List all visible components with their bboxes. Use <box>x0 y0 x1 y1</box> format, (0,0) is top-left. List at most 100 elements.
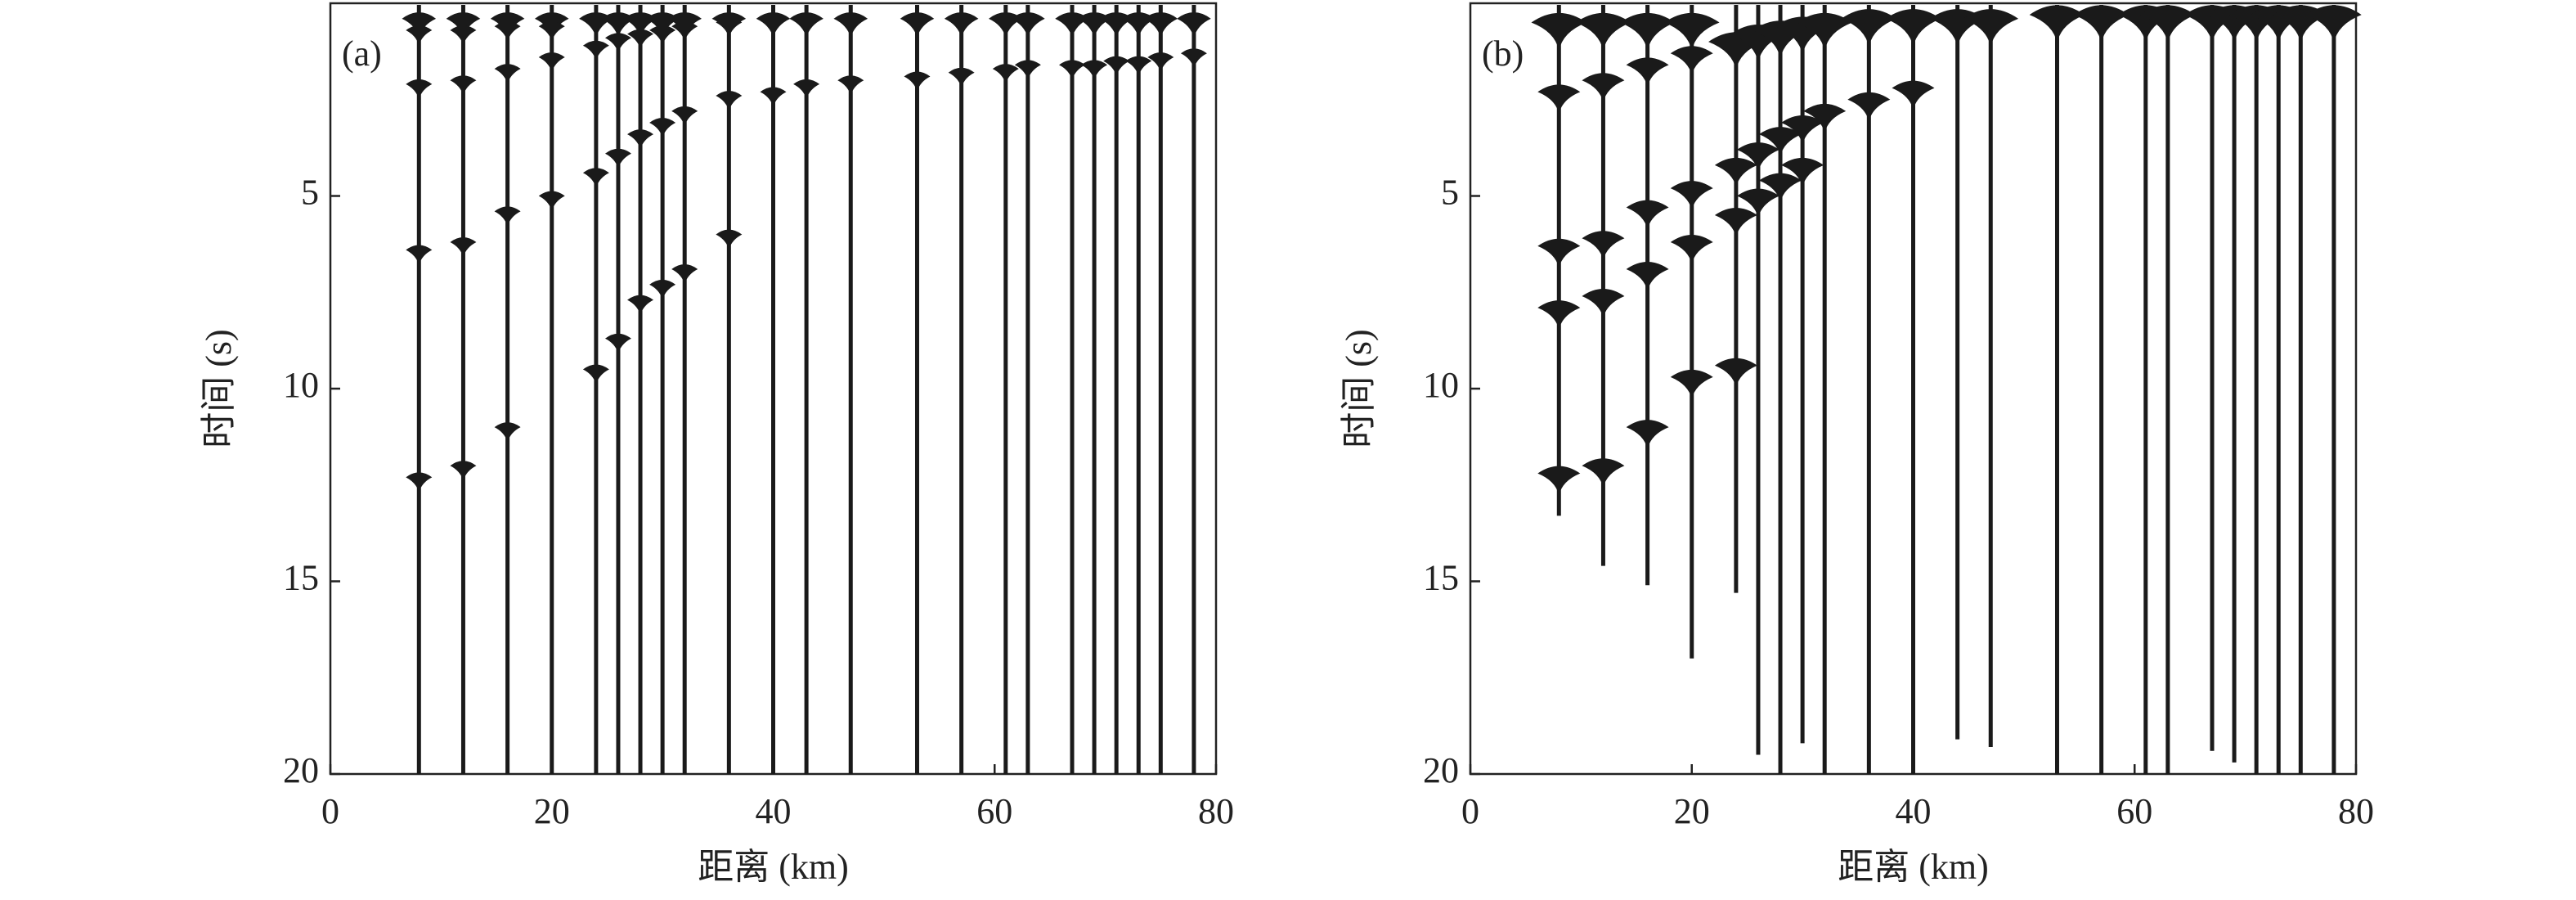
arrival <box>1803 103 1847 133</box>
arrival <box>450 237 477 258</box>
arrival <box>604 148 631 169</box>
arrival <box>833 12 868 38</box>
arrival <box>582 364 609 385</box>
arrival <box>716 17 743 38</box>
arrival <box>406 79 433 99</box>
arrival <box>1626 261 1669 291</box>
arrival <box>1582 288 1625 318</box>
arrival <box>1670 369 1713 399</box>
y-tick-label: 10 <box>1423 365 1459 405</box>
arrival <box>1885 9 1941 47</box>
arrival <box>1670 46 1713 76</box>
arrival <box>1582 73 1625 103</box>
arrival <box>760 87 787 107</box>
arrival <box>1781 115 1824 146</box>
arrival <box>716 91 743 111</box>
x-tick-label: 40 <box>1896 791 1932 831</box>
arrival <box>1011 12 1045 38</box>
arrival <box>2073 5 2129 44</box>
x-tick-label: 80 <box>1198 791 1234 831</box>
arrival <box>494 206 521 227</box>
y-tick-label: 5 <box>301 173 319 213</box>
arrival <box>1537 300 1581 331</box>
arrival <box>1670 235 1713 265</box>
x-tick-label: 20 <box>534 791 570 831</box>
arrival <box>406 472 433 493</box>
arrival <box>450 75 477 96</box>
arrival <box>604 333 631 353</box>
arrival <box>406 245 433 265</box>
x-tick-label: 60 <box>2116 791 2152 831</box>
arrival <box>1081 60 1108 80</box>
arrival <box>1531 12 1587 52</box>
arrival <box>1663 12 1720 52</box>
arrival <box>1059 60 1086 80</box>
arrival <box>671 263 698 284</box>
arrival <box>582 168 609 188</box>
arrival <box>1143 12 1178 38</box>
arrival <box>671 21 698 42</box>
arrival <box>837 75 864 96</box>
panel-label: (b) <box>1482 34 1524 74</box>
y-axis-label: 时间 (s) <box>199 329 239 448</box>
arrival <box>1841 9 1897 47</box>
arrival <box>627 295 654 315</box>
arrival <box>1582 231 1625 261</box>
arrival <box>1619 12 1676 52</box>
arrival <box>538 191 565 211</box>
y-tick-label: 15 <box>1423 558 1459 598</box>
arrival <box>1537 466 1581 496</box>
arrival <box>1714 208 1757 238</box>
arrival <box>1781 157 1824 187</box>
arrival <box>649 25 676 45</box>
x-tick-label: 0 <box>321 791 339 831</box>
arrival <box>1736 142 1779 172</box>
arrival <box>1014 60 1041 80</box>
arrival <box>450 25 477 45</box>
arrival <box>538 52 565 72</box>
arrival <box>1582 458 1625 488</box>
arrival <box>1575 12 1631 52</box>
arrival <box>904 71 931 92</box>
arrival <box>1714 358 1757 388</box>
arrival <box>450 461 477 481</box>
arrival <box>1125 56 1152 76</box>
arrival <box>756 12 791 38</box>
arrival <box>1537 238 1581 268</box>
arrival <box>1177 12 1211 38</box>
arrival <box>406 25 433 45</box>
arrival <box>1180 48 1207 69</box>
arrival <box>2029 5 2085 44</box>
arrival <box>1736 188 1779 218</box>
arrival <box>402 12 437 38</box>
arrival <box>582 40 609 61</box>
x-tick-label: 60 <box>976 791 1012 831</box>
arrival <box>671 106 698 126</box>
arrival <box>627 129 654 150</box>
arrival <box>1847 92 1891 122</box>
y-tick-label: 15 <box>283 558 319 598</box>
arrival <box>494 21 521 42</box>
arrival <box>604 33 631 53</box>
arrival <box>1963 9 2019 47</box>
x-axis-label: 距离 (km) <box>698 847 849 887</box>
arrival <box>944 12 979 38</box>
arrival <box>1759 173 1802 203</box>
y-axis-label: 时间 (s) <box>1339 329 1379 448</box>
x-tick-label: 40 <box>756 791 792 831</box>
arrival <box>494 422 521 443</box>
arrival <box>1626 420 1669 450</box>
arrival <box>716 229 743 250</box>
y-tick-label: 20 <box>283 750 319 790</box>
arrival <box>649 118 676 138</box>
x-tick-label: 0 <box>1461 791 1479 831</box>
arrival <box>1797 12 1852 52</box>
arrival <box>494 64 521 84</box>
x-tick-label: 80 <box>2338 791 2374 831</box>
arrival <box>1147 52 1174 72</box>
arrival <box>1626 200 1669 230</box>
y-tick-label: 10 <box>283 365 319 405</box>
